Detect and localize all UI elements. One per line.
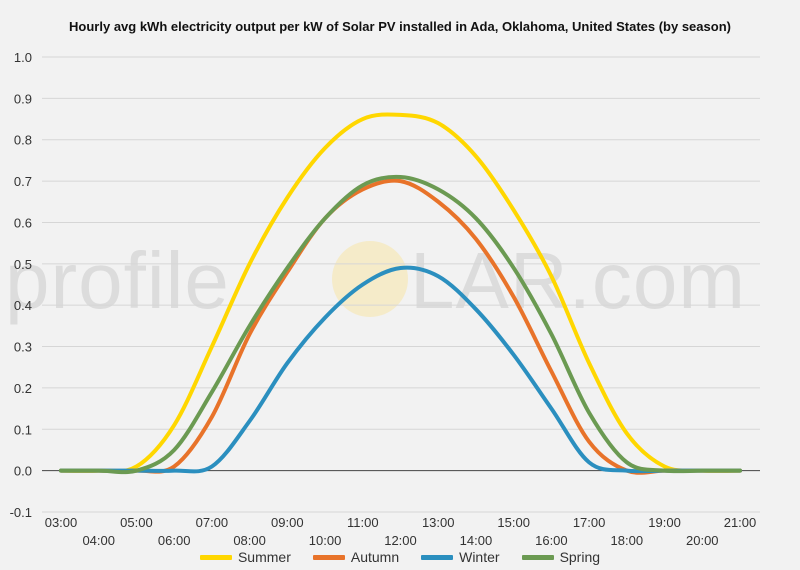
- y-tick-label: 0.5: [14, 257, 32, 272]
- series-line-winter: [59, 265, 742, 474]
- legend-swatch-autumn: [312, 554, 345, 560]
- y-tick-label: 0.7: [14, 174, 32, 189]
- series-line-spring: [59, 174, 742, 475]
- legend-item-autumn[interactable]: Autumn: [312, 549, 400, 565]
- legend-label-winter: Winter: [459, 549, 500, 565]
- legend-swatch-spring: [521, 554, 554, 560]
- x-tick-label: 21:00: [724, 515, 757, 530]
- legend-label-summer: Summer: [237, 549, 291, 565]
- y-tick-label: 0.4: [14, 298, 32, 313]
- watermark-text-left: profile: [5, 236, 230, 325]
- y-tick-label: 0.2: [14, 381, 32, 396]
- x-tick-label: 14:00: [460, 533, 493, 548]
- legend-item-winter[interactable]: Winter: [421, 549, 500, 565]
- watermark-text-right: LAR.com: [410, 236, 746, 325]
- x-tick-label: 03:00: [45, 515, 78, 530]
- legend-label-spring: Spring: [559, 549, 601, 565]
- legend-item-spring[interactable]: Spring: [521, 549, 601, 565]
- legend-swatch-summer: [199, 554, 232, 560]
- x-tick-label: 11:00: [347, 515, 379, 530]
- x-tick-label: 06:00: [158, 533, 191, 548]
- x-tick-label: 16:00: [535, 533, 568, 548]
- y-tick-label: 0.0: [14, 464, 32, 479]
- legend-item-summer[interactable]: Summer: [199, 549, 291, 565]
- y-tick-label: 0.1: [14, 422, 32, 437]
- y-tick-label: 0.9: [14, 91, 32, 106]
- x-tick-label: 15:00: [497, 515, 530, 530]
- y-tick-label: 1.0: [14, 50, 32, 65]
- x-tick-label: 07:00: [196, 515, 229, 530]
- x-tick-label: 13:00: [422, 515, 455, 530]
- legend-label-autumn: Autumn: [350, 549, 400, 565]
- legend-swatch-winter: [421, 554, 454, 560]
- x-tick-label: 04:00: [82, 533, 115, 548]
- x-tick-label: 17:00: [573, 515, 606, 530]
- x-tick-label: 08:00: [233, 533, 266, 548]
- series-lines: [59, 112, 742, 475]
- x-tick-label: 18:00: [611, 533, 644, 548]
- x-tick-label: 05:00: [120, 515, 153, 530]
- y-tick-label: 0.8: [14, 133, 32, 148]
- x-tick-label: 20:00: [686, 533, 719, 548]
- x-tick-label: 19:00: [648, 515, 681, 530]
- watermark: profile LAR.com: [5, 236, 746, 325]
- legend: Summer Autumn Winter Spring: [0, 549, 800, 565]
- x-tick-label: 10:00: [309, 533, 342, 548]
- y-tick-label: 0.6: [14, 215, 32, 230]
- y-tick-label: 0.3: [14, 340, 32, 355]
- y-axis: -0.1 0.0 0.1 0.2 0.3 0.4 0.5 0.6 0.7 0.8 0.9 1.0: [10, 50, 32, 520]
- series-line-summer: [59, 112, 742, 474]
- y-tick-label: -0.1: [10, 505, 32, 520]
- chart-title: Hourly avg kWh electricity output per kW…: [69, 19, 731, 34]
- x-axis: 03:00 04:00 05:00 06:00 07:00 08:00 09:00 10:00…: [45, 515, 757, 548]
- x-tick-label: 12:00: [384, 533, 417, 548]
- x-tick-label: 09:00: [271, 515, 304, 530]
